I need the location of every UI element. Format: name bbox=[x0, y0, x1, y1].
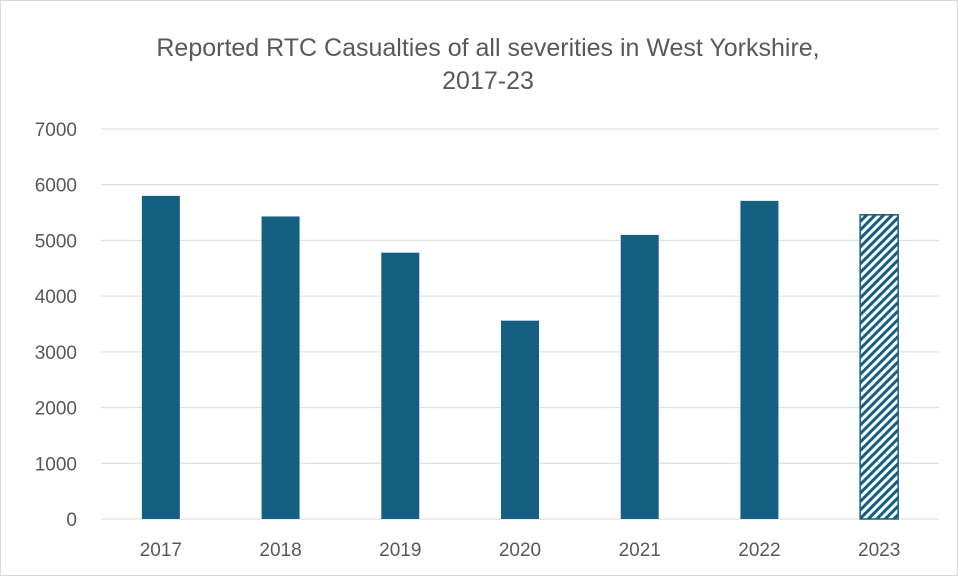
y-tick-label: 3000 bbox=[35, 343, 77, 364]
chart-title-line-2: 2017-23 bbox=[442, 67, 534, 95]
bars bbox=[141, 195, 899, 520]
y-tick-label: 0 bbox=[66, 510, 77, 531]
bar-2023 bbox=[859, 214, 899, 520]
bar-2017 bbox=[141, 195, 180, 519]
y-tick-label: 5000 bbox=[35, 231, 77, 252]
x-tick-label: 2019 bbox=[379, 540, 421, 561]
y-tick-label: 6000 bbox=[35, 176, 77, 197]
bar-2021 bbox=[620, 234, 659, 519]
bar-2018 bbox=[261, 216, 300, 519]
x-tick-label: 2022 bbox=[738, 540, 780, 561]
y-tick-label: 4000 bbox=[35, 287, 77, 308]
chart-title-line-1: Reported RTC Casualties of all severitie… bbox=[156, 34, 819, 62]
x-tick-label: 2020 bbox=[499, 540, 541, 561]
y-axis-ticks: 0 1000 2000 3000 4000 5000 6000 7000 bbox=[35, 120, 77, 531]
x-tick-label: 2023 bbox=[858, 540, 900, 561]
x-tick-label: 2021 bbox=[619, 540, 661, 561]
x-tick-label: 2017 bbox=[140, 540, 182, 561]
bar-2022 bbox=[740, 200, 779, 519]
y-tick-label: 7000 bbox=[35, 120, 77, 141]
bar-2020 bbox=[501, 320, 539, 519]
y-tick-label: 2000 bbox=[35, 399, 77, 420]
bar-2019 bbox=[381, 252, 420, 519]
x-axis-ticks: 2017 2018 2019 2020 2021 2022 2023 bbox=[140, 540, 901, 561]
y-tick-label: 1000 bbox=[35, 454, 77, 475]
x-tick-label: 2018 bbox=[259, 540, 301, 561]
